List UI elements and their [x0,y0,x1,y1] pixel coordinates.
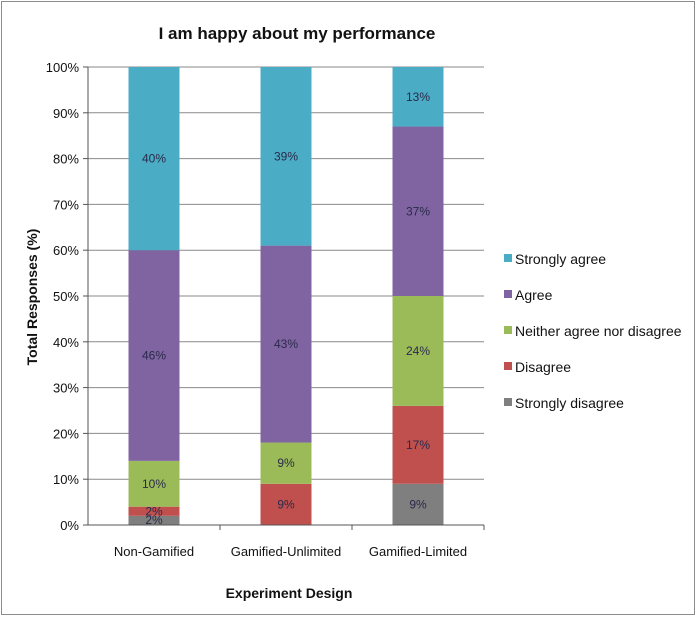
x-axis-label: Experiment Design [226,585,353,601]
data-label-gamified-limited-agree: 37% [406,204,430,218]
legend-label-neither-agree-nor-disagree: Neither agree nor disagree [515,323,682,339]
data-label-gamified-limited-strongly-disagree: 9% [409,497,427,511]
y-tick-label: 100% [46,60,80,75]
y-tick-label: 80% [53,152,79,167]
legend-swatch-disagree [504,362,512,370]
y-tick-label: 0% [60,518,79,533]
x-tick-label-gamified-limited: Gamified-Limited [369,544,467,559]
y-axis-label: Total Responses (%) [24,229,40,366]
y-tick-label: 30% [53,381,79,396]
data-label-non-gamified-agree: 46% [142,349,166,363]
bar-gamified-unlimited-agree [260,245,312,443]
y-tick-label: 70% [53,197,79,212]
data-label-gamified-limited-disagree: 17% [406,438,430,452]
data-label-non-gamified-neither-agree-nor-disagree: 10% [142,477,166,491]
x-tick-label-gamified-unlimited: Gamified-Unlimited [231,544,342,559]
data-label-gamified-unlimited-agree: 43% [274,337,298,351]
chart-title: I am happy about my performance [159,24,436,43]
y-tick-label: 50% [53,289,79,304]
bar-non-gamified-agree [128,250,180,461]
y-tick-label: 10% [53,472,79,487]
bar-gamified-unlimited-strongly-agree [260,67,312,246]
legend-label-disagree: Disagree [515,359,571,375]
bar-non-gamified-neither-agree-nor-disagree [128,460,180,507]
legend-label-agree: Agree [515,287,553,303]
bar-non-gamified-disagree [128,506,180,516]
bar-gamified-unlimited-disagree [260,483,312,525]
data-label-gamified-unlimited-strongly-agree: 39% [274,149,298,163]
data-label-gamified-limited-neither-agree-nor-disagree: 24% [406,344,430,358]
data-label-gamified-unlimited-disagree: 9% [277,497,295,511]
bar-non-gamified-strongly-agree [128,67,180,251]
axes: 0% 10% 20% 30% 40% 50% 60% 70% 80% 90% 100% Non-Gam… [46,60,485,559]
bar-gamified-limited-agree [392,126,444,296]
bars: 2%2% 10% 46% 40% 9% 9% 43% 39% 9% 17% 24% 37% 13% [128,67,444,527]
legend: Strongly agree Agree Neither agree nor dis… [504,251,682,411]
data-label-gamified-unlimited-neither-agree-nor-disagree: 9% [277,456,295,470]
bar-gamified-limited-neither-agree-nor-disagree [392,296,444,406]
legend-label-strongly-disagree: Strongly disagree [515,395,624,411]
legend-swatch-neither-agree-nor-disagree [504,326,512,334]
legend-swatch-strongly-agree [504,254,512,262]
data-label-non-gamified-strongly-agree: 40% [142,152,166,166]
data-label-non-gamified-disagree: 2% [145,504,163,518]
x-tick-label-non-gamified: Non-Gamified [114,544,194,559]
data-label-gamified-limited-strongly-agree: 13% [406,90,430,104]
y-tick-label: 90% [53,106,79,121]
bar-gamified-limited-disagree [392,405,444,484]
legend-label-strongly-agree: Strongly agree [515,251,606,267]
y-tick-label: 20% [53,426,79,441]
bar-gamified-unlimited-neither-agree-nor-disagree [260,442,312,484]
bar-non-gamified-strongly-disagree [128,515,180,525]
legend-swatch-strongly-disagree [504,398,512,406]
y-tick-label: 40% [53,335,79,350]
legend-swatch-agree [504,290,512,298]
bar-gamified-limited-strongly-agree [392,67,444,127]
data-label-non-gamified-strongly-disagree: 2% [145,513,163,527]
y-tick-label: 60% [53,243,79,258]
bar-gamified-limited-strongly-disagree [392,483,444,525]
